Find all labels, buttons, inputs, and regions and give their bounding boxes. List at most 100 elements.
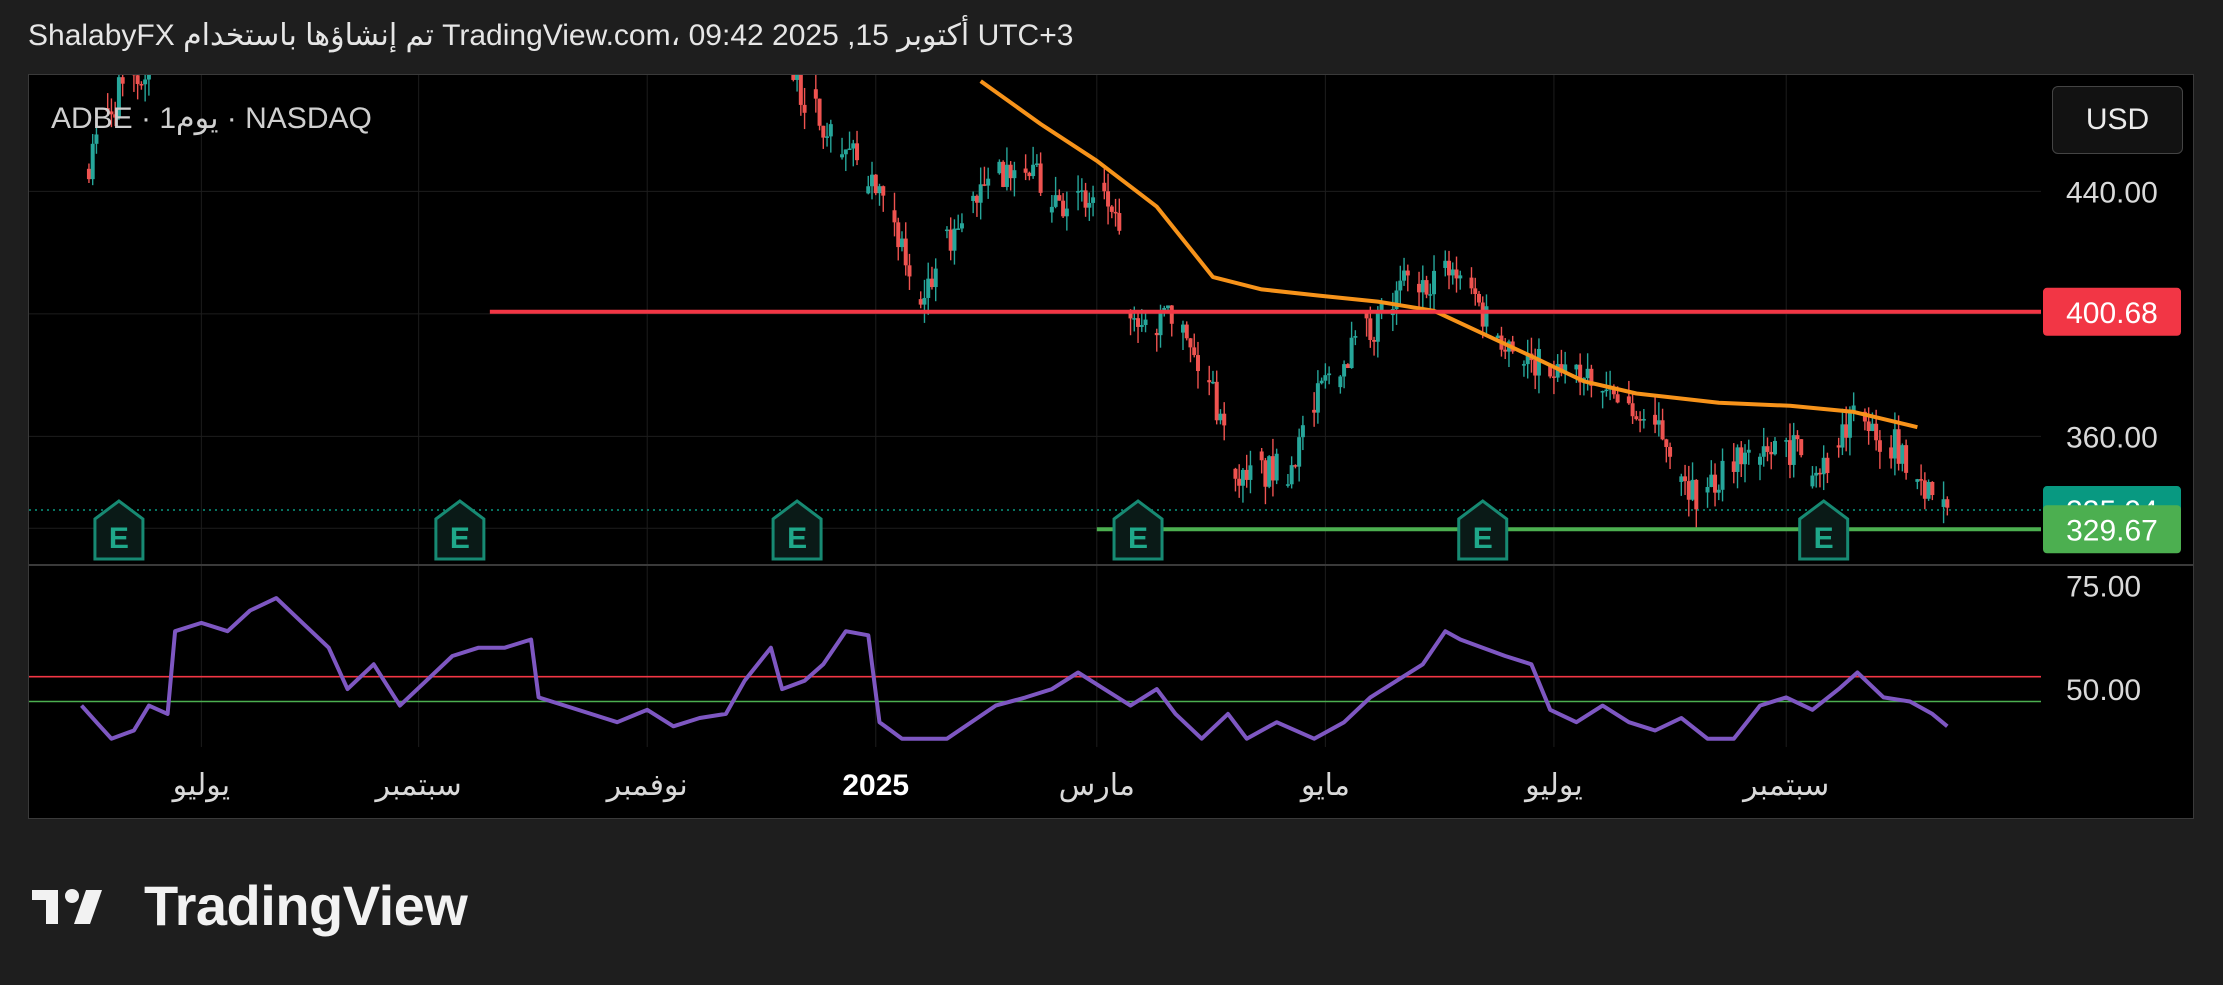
candle-body [948, 229, 953, 251]
earnings-e-label: E [450, 522, 470, 555]
candle-body [1008, 164, 1013, 179]
candle-body [1109, 206, 1114, 212]
candle-body [1132, 318, 1137, 320]
brand-name: TradingView [144, 874, 468, 937]
candle-body [971, 195, 976, 201]
candle-body [1106, 191, 1111, 207]
tradingview-brand[interactable]: TradingView [32, 873, 468, 938]
candle-body [1102, 182, 1107, 192]
candle-body [1743, 452, 1748, 465]
candle-body [1027, 172, 1032, 177]
candle-body [1353, 336, 1358, 338]
candle-body [1795, 435, 1800, 440]
resistance-price-tag-label: 400.68 [2066, 297, 2158, 330]
candle-body [1784, 440, 1789, 442]
candle-body [143, 79, 148, 85]
candle-body [1825, 457, 1830, 474]
candle-body [1166, 305, 1171, 308]
candle-body [956, 228, 961, 230]
earnings-marker: E [1112, 499, 1164, 561]
earnings-e-label: E [1473, 522, 1493, 555]
candle-body [1079, 190, 1084, 192]
candle-body [821, 125, 826, 138]
chart-frame[interactable]: EEEEEE440.00360.00400.68335.94329.6775.0… [28, 74, 2194, 819]
candle-body [802, 104, 807, 113]
price-axis-tick: 360.00 [2066, 421, 2158, 454]
candle-body [1207, 380, 1212, 383]
candle-body [1791, 435, 1796, 465]
candle-body [1563, 364, 1568, 373]
candle-body [1735, 447, 1740, 472]
candle-body [1900, 445, 1905, 464]
candle-body [1188, 338, 1193, 348]
candle-body [1817, 472, 1822, 475]
earnings-e-label: E [1128, 522, 1148, 555]
candle-body [1896, 429, 1901, 464]
candle-body [1705, 486, 1710, 493]
candle-body [881, 186, 886, 196]
earnings-marker: E [1798, 499, 1850, 561]
candle-body [94, 134, 99, 144]
candle-body [1158, 310, 1163, 336]
candle-body [986, 178, 991, 186]
candle-body [1031, 164, 1036, 177]
candle-body [1641, 418, 1646, 421]
candle-body [1023, 168, 1028, 173]
candle-body [1866, 421, 1871, 431]
candle-body [1338, 376, 1343, 388]
candle-body [1904, 445, 1909, 473]
support-price-tag [2043, 505, 2181, 554]
symbol-label: ADBE · 1يوم · NASDAQ [51, 102, 372, 135]
candle-body [1765, 446, 1770, 452]
candle-body [1611, 388, 1616, 395]
currency-button[interactable]: USD [2052, 86, 2183, 154]
candle-body [1458, 275, 1463, 279]
candle-body [1536, 349, 1541, 376]
candle-body [1443, 260, 1448, 268]
candle-body [840, 154, 845, 158]
candle-body [1169, 305, 1174, 324]
candle-body [1001, 161, 1006, 187]
candle-body [1076, 191, 1081, 193]
price-chart[interactable]: EEEEEE440.00360.00400.68335.94329.6775.0… [29, 75, 2194, 819]
earnings-marker: E [93, 499, 145, 561]
candle-body [1922, 480, 1927, 499]
candle-body [135, 75, 140, 85]
candle-body [1057, 195, 1062, 201]
candle-body [1327, 373, 1332, 376]
candle-body [1600, 391, 1605, 393]
candle-body [1064, 208, 1069, 217]
candle-body [1263, 460, 1268, 487]
candle-body [1889, 447, 1894, 459]
candle-body [1851, 405, 1856, 411]
candle-body [922, 297, 927, 305]
candle-body [1484, 306, 1489, 327]
earnings-e-label: E [109, 522, 129, 555]
candle-body [86, 168, 91, 180]
candle-body [1521, 364, 1526, 366]
candle-body [1585, 368, 1590, 379]
candle-body [933, 268, 938, 288]
candle-body [873, 174, 878, 194]
candle-body [1432, 270, 1437, 295]
candle-body [1847, 410, 1852, 438]
candle-body [1757, 456, 1762, 465]
earnings-badge [771, 499, 823, 561]
earnings-badge [434, 499, 486, 561]
candle-body [1139, 325, 1144, 327]
candle-body [1589, 368, 1594, 386]
candle-body [907, 265, 912, 277]
time-axis-label: سبتمبر [374, 769, 462, 802]
candle-body [982, 184, 987, 186]
price-axis-tick: 440.00 [2066, 176, 2158, 209]
candle-body [1398, 280, 1403, 291]
time-axis-label: نوفمبر [605, 769, 688, 802]
time-axis-label: يوليو [171, 769, 231, 802]
candle-body [926, 278, 931, 298]
candle-body [1713, 474, 1718, 493]
time-axis-label: مايو [1299, 769, 1350, 802]
candle-body [1772, 440, 1777, 455]
candle-body [1450, 269, 1455, 276]
candle-body [851, 143, 856, 149]
candle-body [1694, 479, 1699, 510]
